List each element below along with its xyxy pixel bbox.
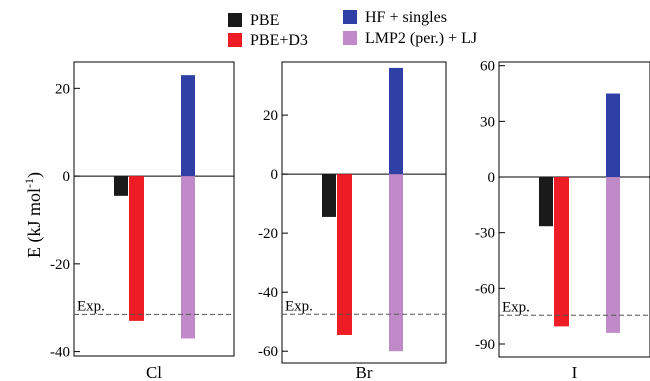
- x-axis-label: Br: [356, 363, 373, 381]
- legend-swatch-2: [228, 33, 242, 47]
- chart-panels: -40-20020Exp.Cl-60-40-20020Exp.Br-90-60-…: [50, 59, 650, 381]
- exp-label: Exp.: [502, 299, 530, 315]
- y-tick-label: -20: [258, 226, 278, 242]
- y-tick-label: -40: [258, 285, 278, 301]
- panel-frame: [498, 61, 650, 358]
- bar-I-2: [554, 177, 569, 327]
- bar-Br-1: [322, 174, 336, 217]
- panel-I: -90 -60 -30 0 30 60 Exp. I: [475, 59, 650, 381]
- bar-Cl-4: [181, 176, 195, 339]
- legend-swatch-1: [228, 13, 242, 27]
- bar-Cl-1: [114, 176, 128, 196]
- x-axis-label: I: [572, 363, 578, 381]
- y-tick-label: 0: [488, 170, 496, 186]
- panel-Br: -60 -40 -20 0 20 Exp. Br: [258, 61, 447, 381]
- y-tick-label: -40: [50, 345, 70, 361]
- bar-I-3: [606, 93, 620, 178]
- legend-label-4: LMP2 (per.) + LJ: [365, 30, 477, 47]
- bar-Cl-2: [129, 176, 144, 321]
- y-tick-label: -60: [475, 281, 495, 297]
- legend-label-2: PBE+D3: [250, 32, 308, 49]
- panel-frame: [281, 61, 447, 364]
- y-tick-label: -20: [50, 257, 70, 273]
- bar-I-4: [606, 177, 620, 333]
- legend-swatch-3: [343, 10, 357, 24]
- y-tick-label: 20: [263, 108, 278, 124]
- y-tick-label: 20: [55, 81, 70, 97]
- y-tick-label: 60: [480, 59, 495, 75]
- panel-Cl: -40 -20 0 20 Exp. Cl: [50, 61, 235, 381]
- bar-Br-4: [389, 174, 403, 352]
- legend-label-3: HF + singles: [365, 9, 447, 26]
- y-tick-label: 0: [271, 167, 279, 183]
- y-tick-label: 0: [63, 169, 71, 185]
- y-tick-label: -60: [258, 344, 278, 360]
- bar-Br-3: [389, 67, 403, 175]
- panel-frame: [73, 61, 235, 357]
- bar-Cl-3: [181, 75, 195, 177]
- legend-swatch-4: [343, 31, 357, 45]
- exp-label: Exp.: [285, 298, 313, 314]
- legend: PBE PBE+D3 HF + singles LMP2 (per.) + LJ: [228, 9, 477, 49]
- y-tick-label: -30: [475, 226, 495, 242]
- exp-label: Exp.: [77, 298, 105, 314]
- bar-I-1: [539, 177, 553, 227]
- x-axis-label: Cl: [146, 363, 162, 381]
- y-tick-label: 30: [480, 114, 495, 130]
- y-tick-label: -90: [475, 337, 495, 353]
- legend-label-1: PBE: [250, 12, 279, 29]
- y-axis-label: E (kJ mol-1): [22, 172, 45, 258]
- bar-Br-2: [337, 174, 352, 335]
